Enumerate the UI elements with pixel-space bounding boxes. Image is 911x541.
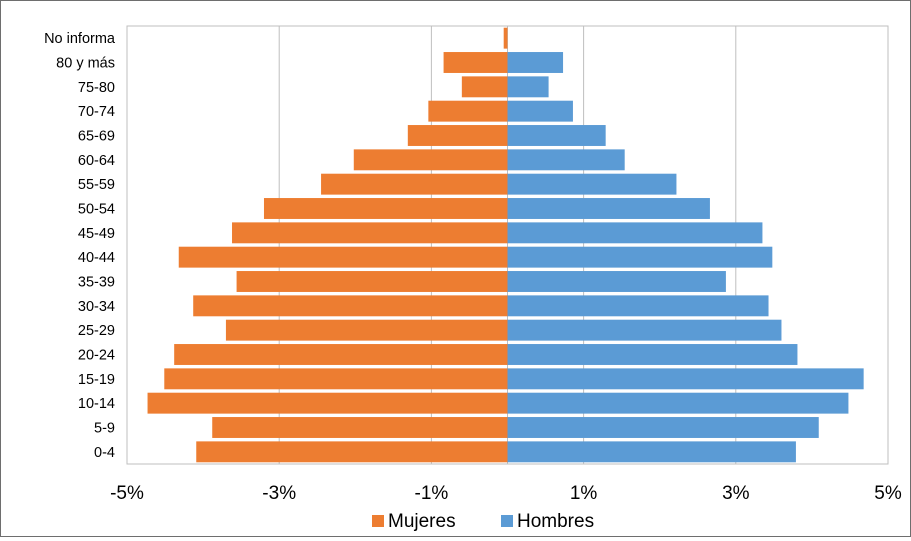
y-category-label: 15-19 [78,372,115,388]
bar-mujeres-70-74 [428,100,508,122]
bar-hombres-5-9 [507,417,819,438]
bar-mujeres-20-24 [174,344,508,365]
legend-label-hombres: Hombres [517,511,594,532]
y-category-label: 25-29 [78,323,115,339]
bar-mujeres-65-69 [407,125,508,146]
bar-mujeres-55-59 [321,173,508,195]
bar-hombres-20-24 [507,344,798,365]
bar-mujeres-45-49 [232,222,508,244]
bar-mujeres-0-4 [196,441,508,463]
bar-hombres-55-59 [507,173,677,195]
legend-swatch-mujeres [372,515,384,527]
bar-hombres-0-4 [507,441,796,463]
y-category-label: 45-49 [78,226,115,242]
x-tick-label: -3% [262,483,296,504]
x-axis-labels: -5% -3% -1% 1% 3% 5% [110,483,902,504]
bar-mujeres-15-19 [164,368,508,390]
bar-hombres-70-74 [507,100,573,122]
bar-mujeres-75-80 [461,76,508,98]
bar-hombres-75-80 [507,76,549,98]
bar-mujeres-no-informa [503,27,508,49]
bar-hombres-30-34 [507,295,769,317]
y-category-label: 30-34 [78,299,115,315]
legend: Mujeres Hombres [372,511,594,532]
bar-hombres-10-14 [507,392,849,414]
bar-mujeres-5-9 [212,417,508,438]
bar-mujeres-35-39 [236,271,508,292]
bar-hombres-35-39 [507,271,726,292]
bar-mujeres-50-54 [263,198,508,219]
bar-hombres-25-29 [507,319,782,341]
y-category-label: 65-69 [78,129,115,145]
y-category-label: 50-54 [78,202,115,218]
y-category-label: 10-14 [78,396,115,412]
bar-mujeres-25-29 [225,319,508,341]
y-category-label: 70-74 [78,104,115,120]
y-category-label: 5-9 [94,421,115,437]
bar-hombres-15-19 [507,368,864,390]
y-category-label: 55-59 [78,177,115,193]
bar-mujeres-60-64 [353,149,508,171]
y-axis-labels: No informa 80 y más 75-80 70-74 65-69 60-64 55… [44,31,116,461]
legend-label-mujeres: Mujeres [388,511,456,532]
bar-mujeres-30-34 [193,295,508,317]
bar-mujeres-40-44 [178,246,508,268]
bar-hombres-65-69 [507,125,606,146]
y-category-label: 40-44 [78,250,115,266]
bar-mujeres-10-14 [147,392,508,414]
bar-hombres-50-54 [507,198,710,219]
legend-swatch-hombres [501,515,513,527]
y-category-label: 20-24 [78,348,115,364]
bar-hombres-60-64 [507,149,625,171]
bar-hombres-40-44 [507,246,773,268]
y-category-label: 35-39 [78,275,115,291]
bar-hombres-80-y-m-s [507,52,564,73]
x-tick-label: -5% [110,483,144,504]
gridlines [126,25,889,465]
bars [147,27,864,463]
y-category-label: 0-4 [94,445,115,461]
y-category-label: 75-80 [78,80,115,96]
y-category-label: No informa [44,31,116,47]
bar-mujeres-80-y-m-s [443,52,508,73]
y-category-label: 80 y más [56,56,115,72]
bar-hombres-45-49 [507,222,763,244]
x-tick-label: 3% [722,483,750,504]
x-tick-label: -1% [415,483,449,504]
x-tick-label: 5% [874,483,902,504]
y-category-label: 60-64 [78,153,115,169]
x-tick-label: 1% [570,483,598,504]
